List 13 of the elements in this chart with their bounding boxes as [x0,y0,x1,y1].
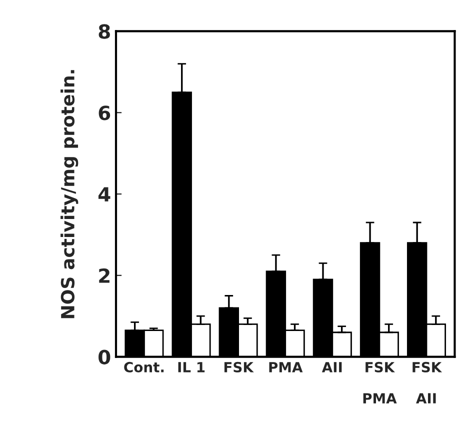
y-tick-label: 0 [98,350,110,364]
x-tick-label: IL 1 [178,362,205,372]
x-tick-label: FSK [224,362,254,372]
category-label: FSK PMA [363,362,397,404]
y-axis-title: NOS activity/mg protein. [60,70,78,318]
y-tick-label: 6 [98,106,110,120]
x-tick-label: Cont. [124,362,164,372]
y-tick-label: 2 [99,268,110,283]
x-tick-label: PMA [269,362,303,372]
x-tick-label: AII [322,362,342,372]
y-tick-label: 4 [98,187,110,202]
y-tick-label: 8 [98,24,110,39]
category-label: FSK AII [412,362,442,404]
